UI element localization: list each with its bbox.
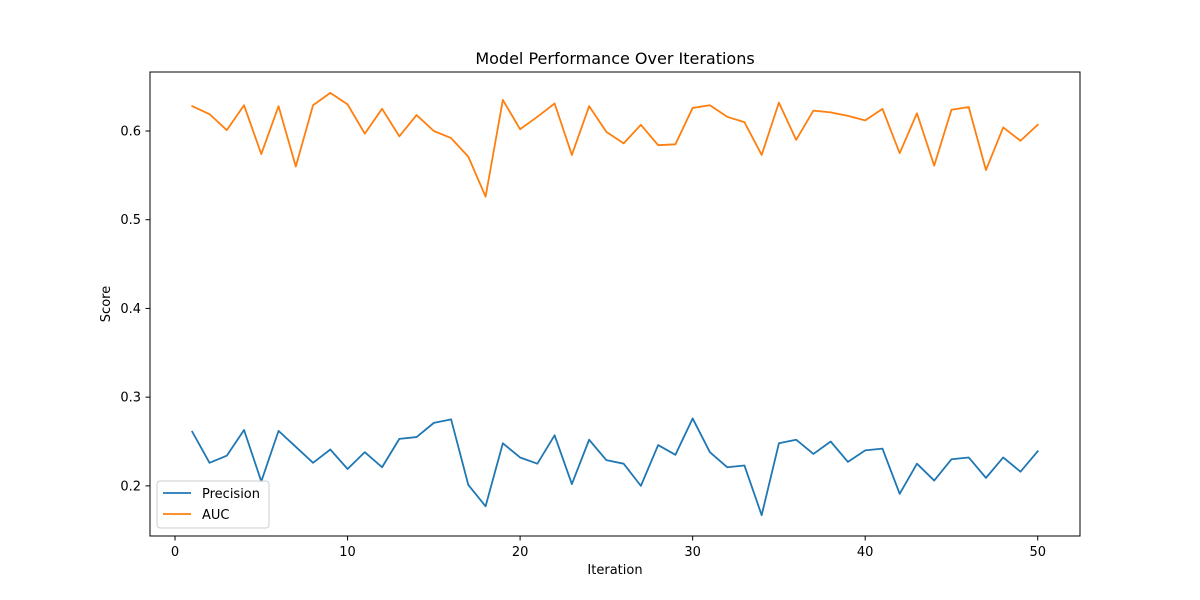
y-tick-label: 0.4: [120, 302, 141, 317]
y-tick-label: 0.6: [120, 124, 141, 139]
series-line-auc: [191, 91, 1040, 198]
y-tick-label: 0.2: [120, 479, 141, 494]
axes-frame: [149, 71, 1081, 537]
series-line-precision: [191, 417, 1039, 517]
legend-label-auc: AUC: [202, 508, 230, 523]
x-tick-label: 30: [684, 545, 701, 560]
y-axis: 0.2 0.3 0.4 0.5 0.6: [120, 124, 150, 494]
legend: Precision AUC: [156, 480, 270, 529]
x-tick-label: 10: [339, 545, 356, 560]
legend-label-precision: Precision: [202, 487, 260, 502]
x-tick-label: 0: [171, 545, 179, 560]
plot-area: [191, 91, 1040, 517]
y-tick-label: 0.3: [120, 391, 141, 406]
chart-title: Model Performance Over Iterations: [475, 49, 754, 68]
x-tick-label: 40: [857, 545, 874, 560]
x-axis: 0 10 20 30 40 50: [171, 536, 1046, 560]
x-axis-title: Iteration: [587, 563, 642, 578]
x-tick-label: 50: [1029, 545, 1046, 560]
y-tick-label: 0.5: [120, 213, 141, 228]
x-tick-label: 20: [512, 545, 529, 560]
y-axis-title: Score: [99, 286, 114, 322]
